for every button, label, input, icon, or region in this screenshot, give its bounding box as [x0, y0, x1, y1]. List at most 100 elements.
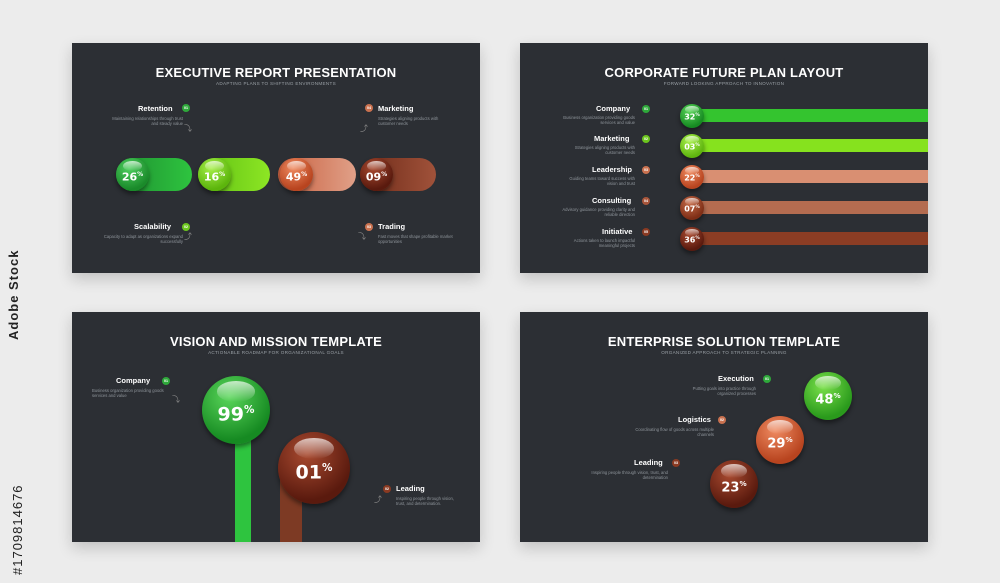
row-bar-initiative: [692, 232, 928, 245]
item-desc-trading: Fast moves that shape profitable market …: [378, 234, 453, 245]
item-badge-scalability: 02: [182, 223, 190, 231]
value-number: 01: [295, 461, 322, 484]
value-ball-execution: 48%: [804, 372, 852, 420]
row-desc-company: Business organization providing goods se…: [563, 115, 635, 126]
item-label-company: Company: [116, 376, 151, 385]
curve-arrow-icon: ⤴: [184, 232, 192, 241]
value-unit: %: [381, 171, 388, 178]
slide-subtitle: ADAPTING PLANS TO SHIFTING ENVIRONMENTS: [215, 81, 336, 86]
value-ball-2: 16%: [198, 158, 231, 191]
slide-title: EXECUTIVE REPORT PRESENTATION: [155, 65, 397, 80]
slide-subtitle: FORWARD LOOKING APPROACH TO INNOVATION: [663, 81, 785, 86]
item-label-execution: Execution: [718, 374, 754, 383]
value-number: 23: [721, 480, 740, 496]
value-unit: %: [301, 171, 308, 178]
slide-corporate-future-plan: CORPORATE FUTURE PLAN LAYOUT FORWARD LOO…: [520, 43, 928, 273]
item-desc-retention: Maintaining relationships through trust …: [112, 116, 183, 127]
watermark-brand: Adobe Stock: [6, 249, 21, 340]
value-number: 07: [684, 204, 696, 214]
item-badge-retention: 01: [182, 104, 190, 112]
item-badge-logistics: 02: [718, 416, 726, 424]
value-unit: %: [321, 462, 333, 474]
value-unit: %: [695, 113, 700, 118]
slide-title: CORPORATE FUTURE PLAN LAYOUT: [604, 65, 844, 80]
row-bar-marketing: [692, 139, 928, 152]
item-badge-company: 01: [162, 377, 170, 385]
row-ball-marketing: 03%: [680, 134, 704, 158]
value-ball-leading: 01%: [278, 432, 350, 504]
value-number: 16: [203, 170, 220, 184]
item-badge-trading: 03: [365, 223, 373, 231]
row-bar-leadership: [692, 170, 928, 183]
row-desc-consulting: Advisory guidance providing clarity and …: [562, 207, 635, 218]
value-unit: %: [243, 404, 255, 416]
item-desc-leading: Inspiring people through vision, trust, …: [396, 496, 454, 507]
value-number: 29: [767, 436, 786, 452]
row-desc-leadership: Guiding teams toward success with vision…: [569, 176, 635, 187]
slide-title: ENTERPRISE SOLUTION TEMPLATE: [607, 334, 841, 349]
item-badge-execution: 01: [763, 375, 771, 383]
row-ball-leadership: 22%: [680, 165, 704, 189]
item-desc-logistics: Coordinating flow of goods across multip…: [635, 427, 714, 438]
row-label-consulting: Consulting: [592, 196, 632, 205]
row-badge-marketing: 02: [642, 135, 650, 143]
item-label-retention: Retention: [138, 104, 173, 113]
item-label-leading: Leading: [396, 484, 425, 493]
value-number: 32: [684, 112, 696, 122]
value-ball-company: 99%: [202, 376, 270, 444]
value-ball-4: 09%: [360, 158, 393, 191]
item-badge-leading: 03: [672, 459, 680, 467]
curve-arrow-icon: ⤵: [172, 395, 180, 404]
curve-arrow-icon: ⤵: [358, 232, 366, 241]
value-number: 09: [365, 170, 382, 184]
slide-title: VISION AND MISSION TEMPLATE: [170, 334, 382, 349]
slide-enterprise-solution: ENTERPRISE SOLUTION TEMPLATE ORGANIZED A…: [520, 312, 928, 542]
value-unit: %: [137, 171, 144, 178]
value-number: 22: [684, 173, 696, 183]
row-bar-company: [692, 109, 928, 122]
row-badge-initiative: 05: [642, 228, 650, 236]
slide-subtitle: ACTIONABLE ROADMAP FOR ORGANIZATIONAL GO…: [208, 350, 344, 355]
value-unit: %: [695, 174, 700, 179]
curve-arrow-icon: ⤵: [184, 124, 192, 133]
item-label-logistics: Logistics: [678, 415, 711, 424]
curve-arrow-icon: ⤴: [360, 124, 368, 133]
slide-vision-mission: VISION AND MISSION TEMPLATE ACTIONABLE R…: [72, 312, 480, 542]
item-label-trading: Trading: [378, 222, 406, 231]
value-ball-logistics: 29%: [756, 416, 804, 464]
value-unit: %: [695, 143, 700, 148]
value-ball-leading: 23%: [710, 460, 758, 508]
value-ball-3: 49%: [280, 158, 313, 191]
row-label-company: Company: [596, 104, 631, 113]
item-label-leading: Leading: [634, 458, 663, 467]
watermark-id: #1709814676: [10, 484, 25, 575]
item-label-marketing: Marketing: [378, 104, 414, 113]
row-ball-consulting: 07%: [680, 196, 704, 220]
row-bar-consulting: [692, 201, 928, 214]
item-desc-leading: Inspiring people through vision, trust, …: [591, 470, 668, 481]
row-label-leadership: Leadership: [592, 165, 633, 174]
item-desc-scalability: Capacity to adapt as organizations expan…: [103, 234, 183, 245]
slide-subtitle: ORGANIZED APPROACH TO STRATEGIC PLANNING: [661, 350, 787, 355]
row-desc-initiative: Actions taken to launch impactful meanin…: [573, 238, 635, 249]
row-label-initiative: Initiative: [602, 227, 633, 236]
item-badge-marketing: 04: [365, 104, 373, 112]
row-badge-leadership: 03: [642, 166, 650, 174]
value-number: 99: [217, 403, 244, 426]
value-ball-1: 26%: [116, 158, 149, 191]
row-ball-company: 32%: [680, 104, 704, 128]
value-unit: %: [695, 205, 700, 210]
item-desc-company: Business organization providing goods se…: [92, 388, 164, 399]
value-unit: %: [695, 236, 700, 241]
value-number: 49: [285, 170, 302, 184]
row-ball-initiative: 36%: [680, 227, 704, 251]
row-badge-consulting: 04: [642, 197, 650, 205]
item-label-scalability: Scalability: [134, 222, 172, 231]
value-column-company: [235, 412, 251, 542]
value-number: 48: [815, 392, 834, 408]
value-number: 03: [684, 142, 696, 152]
item-desc-marketing: Strategies aligning products with custom…: [378, 116, 439, 127]
value-number: 36: [684, 235, 696, 245]
value-unit: %: [785, 435, 793, 444]
slide-executive-report: EXECUTIVE REPORT PRESENTATION ADAPTING P…: [72, 43, 480, 273]
